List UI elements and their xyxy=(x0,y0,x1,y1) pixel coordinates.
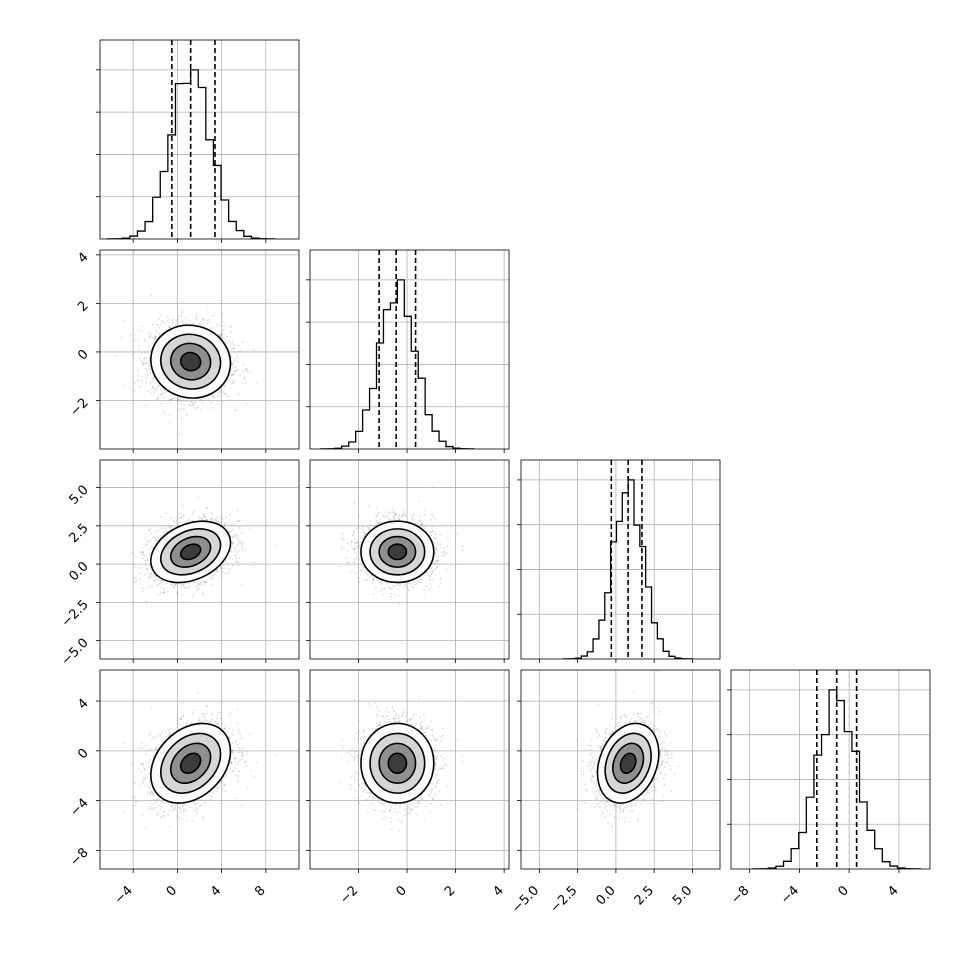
x-tick-label: −8 xyxy=(728,883,752,907)
panel-frame xyxy=(730,669,931,870)
panel-1-1 xyxy=(306,249,510,453)
x-tick-label: −2.5 xyxy=(548,883,581,916)
y-tick-label: 4 xyxy=(75,250,91,266)
panel-2-2 xyxy=(517,459,721,663)
x-tick-label: −4 xyxy=(778,883,802,907)
y-tick-label: −4 xyxy=(67,796,91,820)
panel-frame xyxy=(309,459,510,660)
y-tick-label: −2.5 xyxy=(59,597,92,630)
y-tick-label: 4 xyxy=(75,696,91,712)
panel-3-3 xyxy=(727,669,931,873)
x-tick-label: 0 xyxy=(393,883,409,899)
y-tick-label: 5.0 xyxy=(66,483,91,508)
density-contour-0 xyxy=(619,752,637,775)
y-tick-label: 0 xyxy=(75,746,91,762)
panel-frame xyxy=(520,669,721,870)
x-tick-label: 0 xyxy=(836,883,852,899)
y-tick-label: 2.5 xyxy=(66,521,91,546)
panel-frame xyxy=(99,39,300,240)
density-contour-0 xyxy=(179,752,202,775)
x-tick-label: −2 xyxy=(337,883,361,907)
panel-3-1 xyxy=(306,669,510,873)
x-tick-label: 8 xyxy=(252,883,268,899)
x-tick-label: −5.0 xyxy=(509,883,542,916)
panel-frame xyxy=(309,669,510,870)
y-tick-label: −2 xyxy=(67,396,91,420)
panel-frame xyxy=(99,669,300,870)
y-tick-label: 2 xyxy=(75,298,91,314)
panel-3-0 xyxy=(96,669,300,873)
x-tick-label: 4 xyxy=(885,883,901,899)
panel-frame xyxy=(309,249,510,450)
x-tick-label: 4 xyxy=(208,883,224,899)
y-tick-label: 0.0 xyxy=(66,559,91,584)
x-tick-label: 0 xyxy=(164,883,180,899)
panel-frame xyxy=(99,249,300,450)
density-contour-0 xyxy=(387,752,408,775)
x-tick-label: 2.5 xyxy=(632,883,657,908)
y-tick-label: 0 xyxy=(75,347,91,363)
density-contour-0 xyxy=(387,543,408,561)
x-tick-label: 0.0 xyxy=(594,883,619,908)
panel-3-2 xyxy=(517,669,721,873)
panel-2-1 xyxy=(306,459,510,663)
panel-frame xyxy=(520,459,721,660)
panel-frame xyxy=(99,459,300,660)
x-tick-label: 4 xyxy=(491,883,507,899)
panel-2-0 xyxy=(96,459,300,663)
histogram-step xyxy=(320,279,475,449)
y-tick-label: −5.0 xyxy=(59,636,92,669)
density-contour-0 xyxy=(179,351,202,372)
x-tick-label: 5.0 xyxy=(670,883,695,908)
panel-1-0 xyxy=(96,249,300,453)
panel-0-0 xyxy=(96,39,300,243)
x-tick-label: −4 xyxy=(112,883,136,907)
x-tick-label: 2 xyxy=(442,883,458,899)
y-tick-label: −8 xyxy=(67,845,91,869)
density-contour-0 xyxy=(179,543,202,561)
